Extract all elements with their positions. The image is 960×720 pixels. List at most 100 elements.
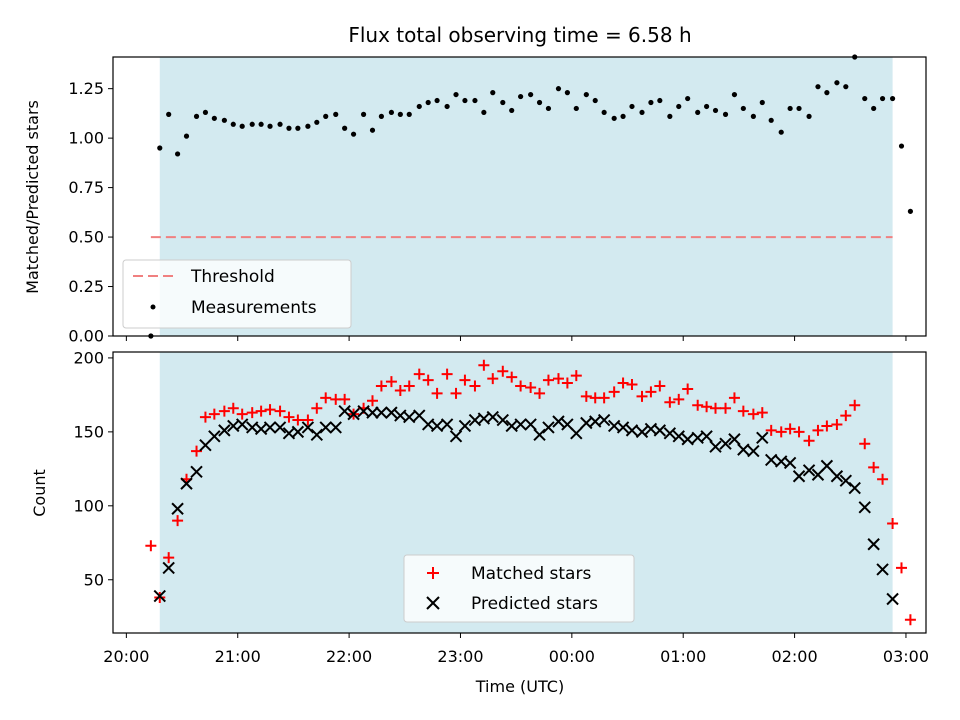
ratio-y-axis: 0.00 0.25 0.50 0.75 1.00 1.25 xyxy=(68,79,113,346)
measurement-point xyxy=(528,91,534,98)
matched-point xyxy=(747,408,759,420)
predicted-point xyxy=(737,443,750,456)
measurement-point xyxy=(545,105,552,112)
measurement-point xyxy=(258,121,264,127)
y-tick-label: 0.00 xyxy=(68,327,104,346)
matched-point xyxy=(199,411,211,423)
predicted-point xyxy=(820,459,834,473)
legend-measurements-label: Measurements xyxy=(191,298,317,318)
measurement-point xyxy=(342,125,348,131)
predicted-point xyxy=(301,421,315,434)
matched-point xyxy=(292,414,304,426)
predicted-point xyxy=(486,410,499,424)
x-tick-label: 22:00 xyxy=(326,647,372,666)
measurement-point xyxy=(425,99,431,106)
matched-point xyxy=(413,368,425,380)
matched-point xyxy=(191,445,203,457)
predicted-point xyxy=(681,433,694,446)
predicted-point xyxy=(273,421,287,434)
matched-point xyxy=(673,393,685,405)
matched-point xyxy=(478,359,490,371)
matched-point xyxy=(570,370,582,382)
measurement-point xyxy=(657,97,663,104)
measurement-point xyxy=(239,123,245,129)
predicted-point xyxy=(514,418,527,431)
measurement-point xyxy=(518,93,524,100)
matched-point xyxy=(497,365,509,377)
legend-matched-swatch xyxy=(427,567,439,579)
x-tick-label: 01:00 xyxy=(660,647,706,666)
predicted-point xyxy=(867,538,880,551)
measurement-point xyxy=(629,103,635,110)
predicted-point xyxy=(208,430,221,443)
matched-point xyxy=(422,374,434,386)
predicted-point xyxy=(653,424,667,437)
measurement-point xyxy=(815,84,821,90)
matched-point xyxy=(302,414,314,426)
predicted-point xyxy=(403,410,416,424)
matched-point xyxy=(756,407,768,419)
measurement-point xyxy=(350,131,357,137)
predicted-point xyxy=(792,470,806,483)
predicted-point xyxy=(291,425,305,439)
matched-point xyxy=(163,552,175,564)
predicted-point xyxy=(524,418,537,431)
measurement-point xyxy=(824,90,830,96)
measurement-point xyxy=(500,99,506,106)
x-tick-label: 03:00 xyxy=(883,647,929,666)
matched-point xyxy=(311,402,323,414)
matched-point xyxy=(765,424,777,436)
measurement-point xyxy=(378,113,385,119)
measurement-point xyxy=(434,97,440,104)
predicted-point xyxy=(830,470,844,483)
measurement-point xyxy=(601,109,607,116)
matched-point xyxy=(487,373,499,385)
matched-point xyxy=(469,380,481,392)
matched-point xyxy=(255,405,267,417)
measurement-point xyxy=(555,86,562,92)
predicted-point xyxy=(570,427,583,440)
predicted-point xyxy=(449,430,463,443)
predicted-point xyxy=(310,428,324,442)
predicted-point xyxy=(672,430,685,443)
matched-point xyxy=(534,387,546,399)
matched-point xyxy=(580,390,592,402)
predicted-point xyxy=(802,464,816,477)
matched-point xyxy=(561,377,573,389)
matched-point xyxy=(459,374,471,386)
measurement-point xyxy=(695,109,701,116)
measurement-point xyxy=(573,105,579,112)
predicted-point xyxy=(218,424,231,437)
matched-point xyxy=(339,393,351,405)
x-tick-label: 20:00 xyxy=(103,647,149,666)
legend-predicted-swatch xyxy=(426,596,440,610)
predicted-point xyxy=(180,477,193,490)
matched-point xyxy=(710,402,722,414)
y-tick-label: 100 xyxy=(73,496,104,515)
legend-threshold-label: Threshold xyxy=(190,267,275,287)
predicted-point xyxy=(440,418,454,431)
predicted-point xyxy=(728,433,741,446)
measurement-point xyxy=(796,105,802,112)
predicted-point xyxy=(839,474,853,487)
chart-title: Flux total observing time = 6.58 h xyxy=(348,23,691,47)
predicted-point xyxy=(542,421,555,434)
matched-point xyxy=(654,380,666,392)
measurement-point xyxy=(360,111,367,117)
predicted-point xyxy=(719,437,732,450)
measurement-point xyxy=(871,105,877,112)
predicted-point xyxy=(338,404,351,418)
measurement-point xyxy=(898,143,905,149)
matched-point xyxy=(431,387,443,399)
matched-point xyxy=(218,405,230,417)
predicted-point xyxy=(366,406,379,419)
measurement-point xyxy=(509,107,515,114)
predicted-point xyxy=(347,407,360,421)
predicted-point xyxy=(783,456,797,470)
predicted-point xyxy=(858,501,871,514)
measurement-point xyxy=(323,113,329,119)
measurement-point xyxy=(166,111,172,117)
matched-point xyxy=(227,402,239,414)
measurement-point xyxy=(564,90,570,96)
ratio-legend: Threshold Measurements xyxy=(122,259,352,329)
